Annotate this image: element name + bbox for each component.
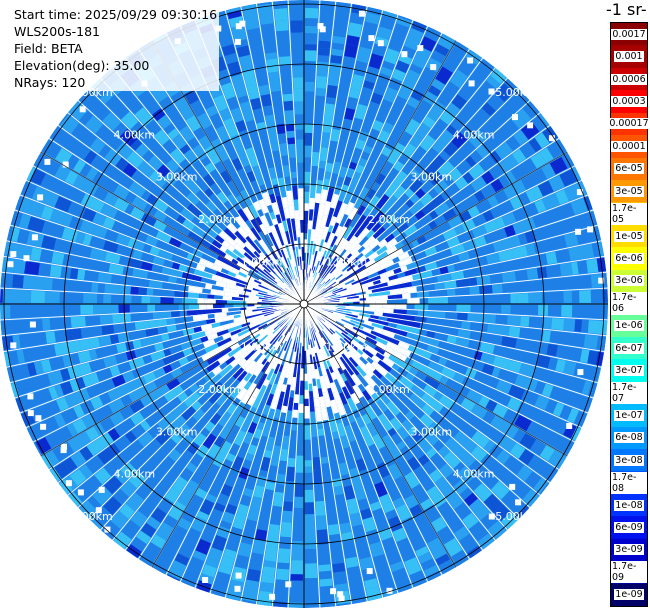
range-ring-label: 4.00km [453, 468, 495, 481]
colorbar-level: 6e-08 [611, 426, 647, 450]
colorbar-level: 1.7e-09 [611, 561, 647, 584]
colorbar-level: 1.7e-07 [611, 381, 647, 405]
colorbar-tick-label: 6e-08 [614, 432, 644, 444]
colorbar-tick-label: 6e-06 [614, 252, 644, 264]
range-ring-label: 3.00km [411, 171, 453, 184]
colorbar-tick-label: 3e-07 [614, 365, 644, 377]
colorbar-tick-label: 0.0006 [611, 73, 647, 85]
range-ring-label: 1.00km [241, 256, 283, 269]
colorbar-level: 6e-09 [611, 516, 647, 539]
colorbar-tick-label: 0.0003 [611, 95, 647, 107]
colorbar-level: 1e-09 [611, 583, 647, 606]
colorbar-tick-label: 6e-09 [614, 522, 644, 533]
colorbar-level: 0.0001 [611, 135, 647, 158]
azimuth-spoke [151, 303, 305, 568]
colorbar-tick-label: 3e-08 [614, 454, 644, 466]
colorbar-tick-label: 1e-06 [614, 320, 644, 332]
azimuth-spoke [303, 40, 457, 305]
range-ring-label: 4.00km [114, 468, 156, 481]
colorbar-level: 0.0017 [611, 23, 647, 46]
range-ring-label: 2.00km [368, 213, 410, 226]
colorbar-tick-label: 1.7e-07 [611, 381, 647, 404]
range-ring-label: 1.00km [326, 340, 368, 353]
azimuth-spoke [303, 151, 568, 305]
colorbar-tick-label: 6e-05 [614, 163, 644, 175]
range-ring-label: 3.00km [156, 171, 198, 184]
colorbar-unit-label: -1 sr- [606, 0, 647, 19]
range-ring-label: 5.00km [495, 86, 537, 99]
colorbar-level: 6e-06 [611, 247, 647, 270]
colorbar-level: 1.7e-08 [611, 471, 647, 494]
colorbar-tick-label: 1.7e-08 [611, 471, 647, 494]
colorbar: 0.0017 0.001 0.0006 0.0003 0.00017 0.0001 6e-0… [608, 22, 650, 607]
azimuth-spoke [303, 303, 568, 457]
scan-info: Start time: 2025/09/29 09:30:16 WLS200s-… [12, 6, 220, 91]
range-ring-label: 1.00km [326, 256, 368, 269]
range-ring-label: 3.00km [411, 425, 453, 438]
colorbar-level: 3e-06 [611, 269, 647, 293]
colorbar-level: 6e-05 [611, 157, 647, 180]
colorbar-level: 1e-05 [611, 224, 647, 248]
azimuth-spoke [40, 303, 305, 457]
colorbar-tick-label: 1.7e-06 [611, 292, 647, 315]
grid-overlay [0, 0, 608, 608]
origin-marker [299, 299, 309, 309]
colorbar-tick-label: 3e-09 [614, 544, 644, 556]
colorbar-tick-label: 1.7e-09 [611, 561, 647, 584]
range-ring-label: 1.00km [241, 340, 283, 353]
colorbar-tick-label: 6e-07 [614, 342, 644, 354]
colorbar-tick-label: 0.0001 [611, 140, 647, 152]
colorbar-tick-label: 1e-05 [614, 230, 644, 242]
colorbar-level: 0.0006 [611, 67, 647, 91]
start-time: Start time: 2025/09/29 09:30:16 [14, 7, 218, 22]
colorbar-tick-label: 0.0017 [611, 28, 647, 40]
range-ring-label: 2.00km [198, 213, 240, 226]
azimuth-spoke [40, 151, 305, 305]
colorbar-level: 3e-07 [611, 359, 647, 382]
colorbar-tick-label: 0.00017 [608, 118, 650, 130]
colorbar-level: 0.001 [611, 45, 647, 68]
colorbar-tick-label: 1.7e-05 [611, 202, 647, 225]
colorbar-level: 1.7e-06 [611, 292, 647, 315]
colorbar-level: 1e-06 [611, 314, 647, 337]
range-ring-label: 2.00km [368, 383, 410, 396]
field-name: Field: BETA [14, 41, 83, 56]
colorbar-level: 3e-05 [611, 179, 647, 203]
colorbar-level: 3e-08 [611, 449, 647, 472]
range-ring-label: 4.00km [453, 128, 495, 141]
colorbar-tick-label: 1e-07 [614, 409, 644, 421]
colorbar-level: 1.7e-05 [611, 202, 647, 225]
range-ring-label: 5.00km [495, 510, 537, 523]
colorbar-level: 1e-08 [611, 493, 647, 517]
colorbar-level: 0.0003 [611, 90, 647, 113]
range-labels: 1.00km 1.00km 1.00km 1.00km 2.00km 2.00km 2.00… [71, 86, 537, 523]
elevation: Elevation(deg): 35.00 [14, 58, 150, 73]
range-ring-label: 2.00km [198, 383, 240, 396]
nrays: NRays: 120 [14, 75, 86, 90]
colorbar-level: 3e-09 [611, 538, 647, 562]
azimuth-spoke [303, 303, 457, 568]
range-ring-label: 5.00km [71, 510, 113, 523]
colorbar-tick-label: 3e-06 [614, 275, 644, 287]
colorbar-level: 0.00017 [608, 112, 650, 136]
colorbar-tick-label: 3e-05 [614, 185, 644, 197]
colorbar-level: 6e-07 [611, 336, 647, 360]
instrument-name: WLS200s-181 [14, 24, 100, 39]
colorbar-tick-label: 0.001 [614, 51, 644, 63]
colorbar-tick-label: 1e-09 [614, 589, 644, 601]
ppi-radar-map: 1.00km 1.00km 1.00km 1.00km 2.00km 2.00km 2.00… [0, 0, 608, 608]
colorbar-level: 1e-07 [611, 404, 647, 427]
range-ring-label: 4.00km [114, 128, 156, 141]
range-ring-label: 3.00km [156, 425, 198, 438]
colorbar-tick-label: 1e-08 [614, 499, 644, 511]
